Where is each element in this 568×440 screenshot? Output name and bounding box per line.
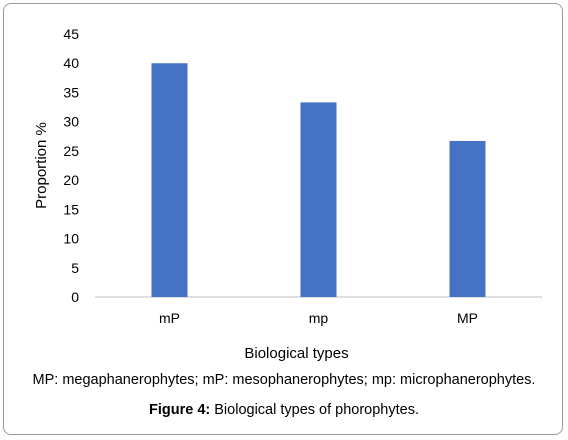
bar: [300, 102, 337, 297]
y-tick-label: 5: [71, 260, 79, 276]
y-tick-label: 35: [63, 84, 79, 100]
bars: [151, 63, 486, 297]
y-tick-label: 40: [63, 55, 79, 71]
x-tick-label: MP: [457, 310, 478, 326]
y-tick-label: 10: [63, 231, 79, 247]
figure-caption-text: Biological types of phorophytes.: [210, 402, 419, 418]
y-tick-label: 30: [63, 114, 79, 130]
bar: [449, 140, 486, 297]
y-tick-label: 25: [63, 143, 79, 159]
x-tick-label: mp: [309, 310, 329, 326]
y-tick-label: 15: [63, 201, 79, 217]
y-tick-label: 0: [71, 289, 79, 305]
y-axis-ticks: 0 5 10 15 20 25 30 35 40 45: [63, 26, 79, 305]
x-axis-label: Biological types: [244, 345, 348, 362]
x-tick-label: mP: [159, 310, 180, 326]
y-axis-label: Proportion %: [33, 122, 50, 209]
figure-label: Figure 4:: [149, 402, 211, 418]
y-tick-label: 45: [63, 26, 79, 42]
figure-note: MP: megaphanerophytes; mP: mesophaneroph…: [32, 372, 536, 388]
figure-caption: Figure 4: Biological types of phorophyte…: [0, 402, 568, 418]
x-axis-ticks: mP mp MP: [159, 310, 478, 326]
bar: [151, 63, 188, 297]
y-tick-label: 20: [63, 172, 79, 188]
bar-chart: 0 5 10 15 20 25 30 35 40 45 mP mp MP Proportion % B…: [33, 26, 542, 362]
